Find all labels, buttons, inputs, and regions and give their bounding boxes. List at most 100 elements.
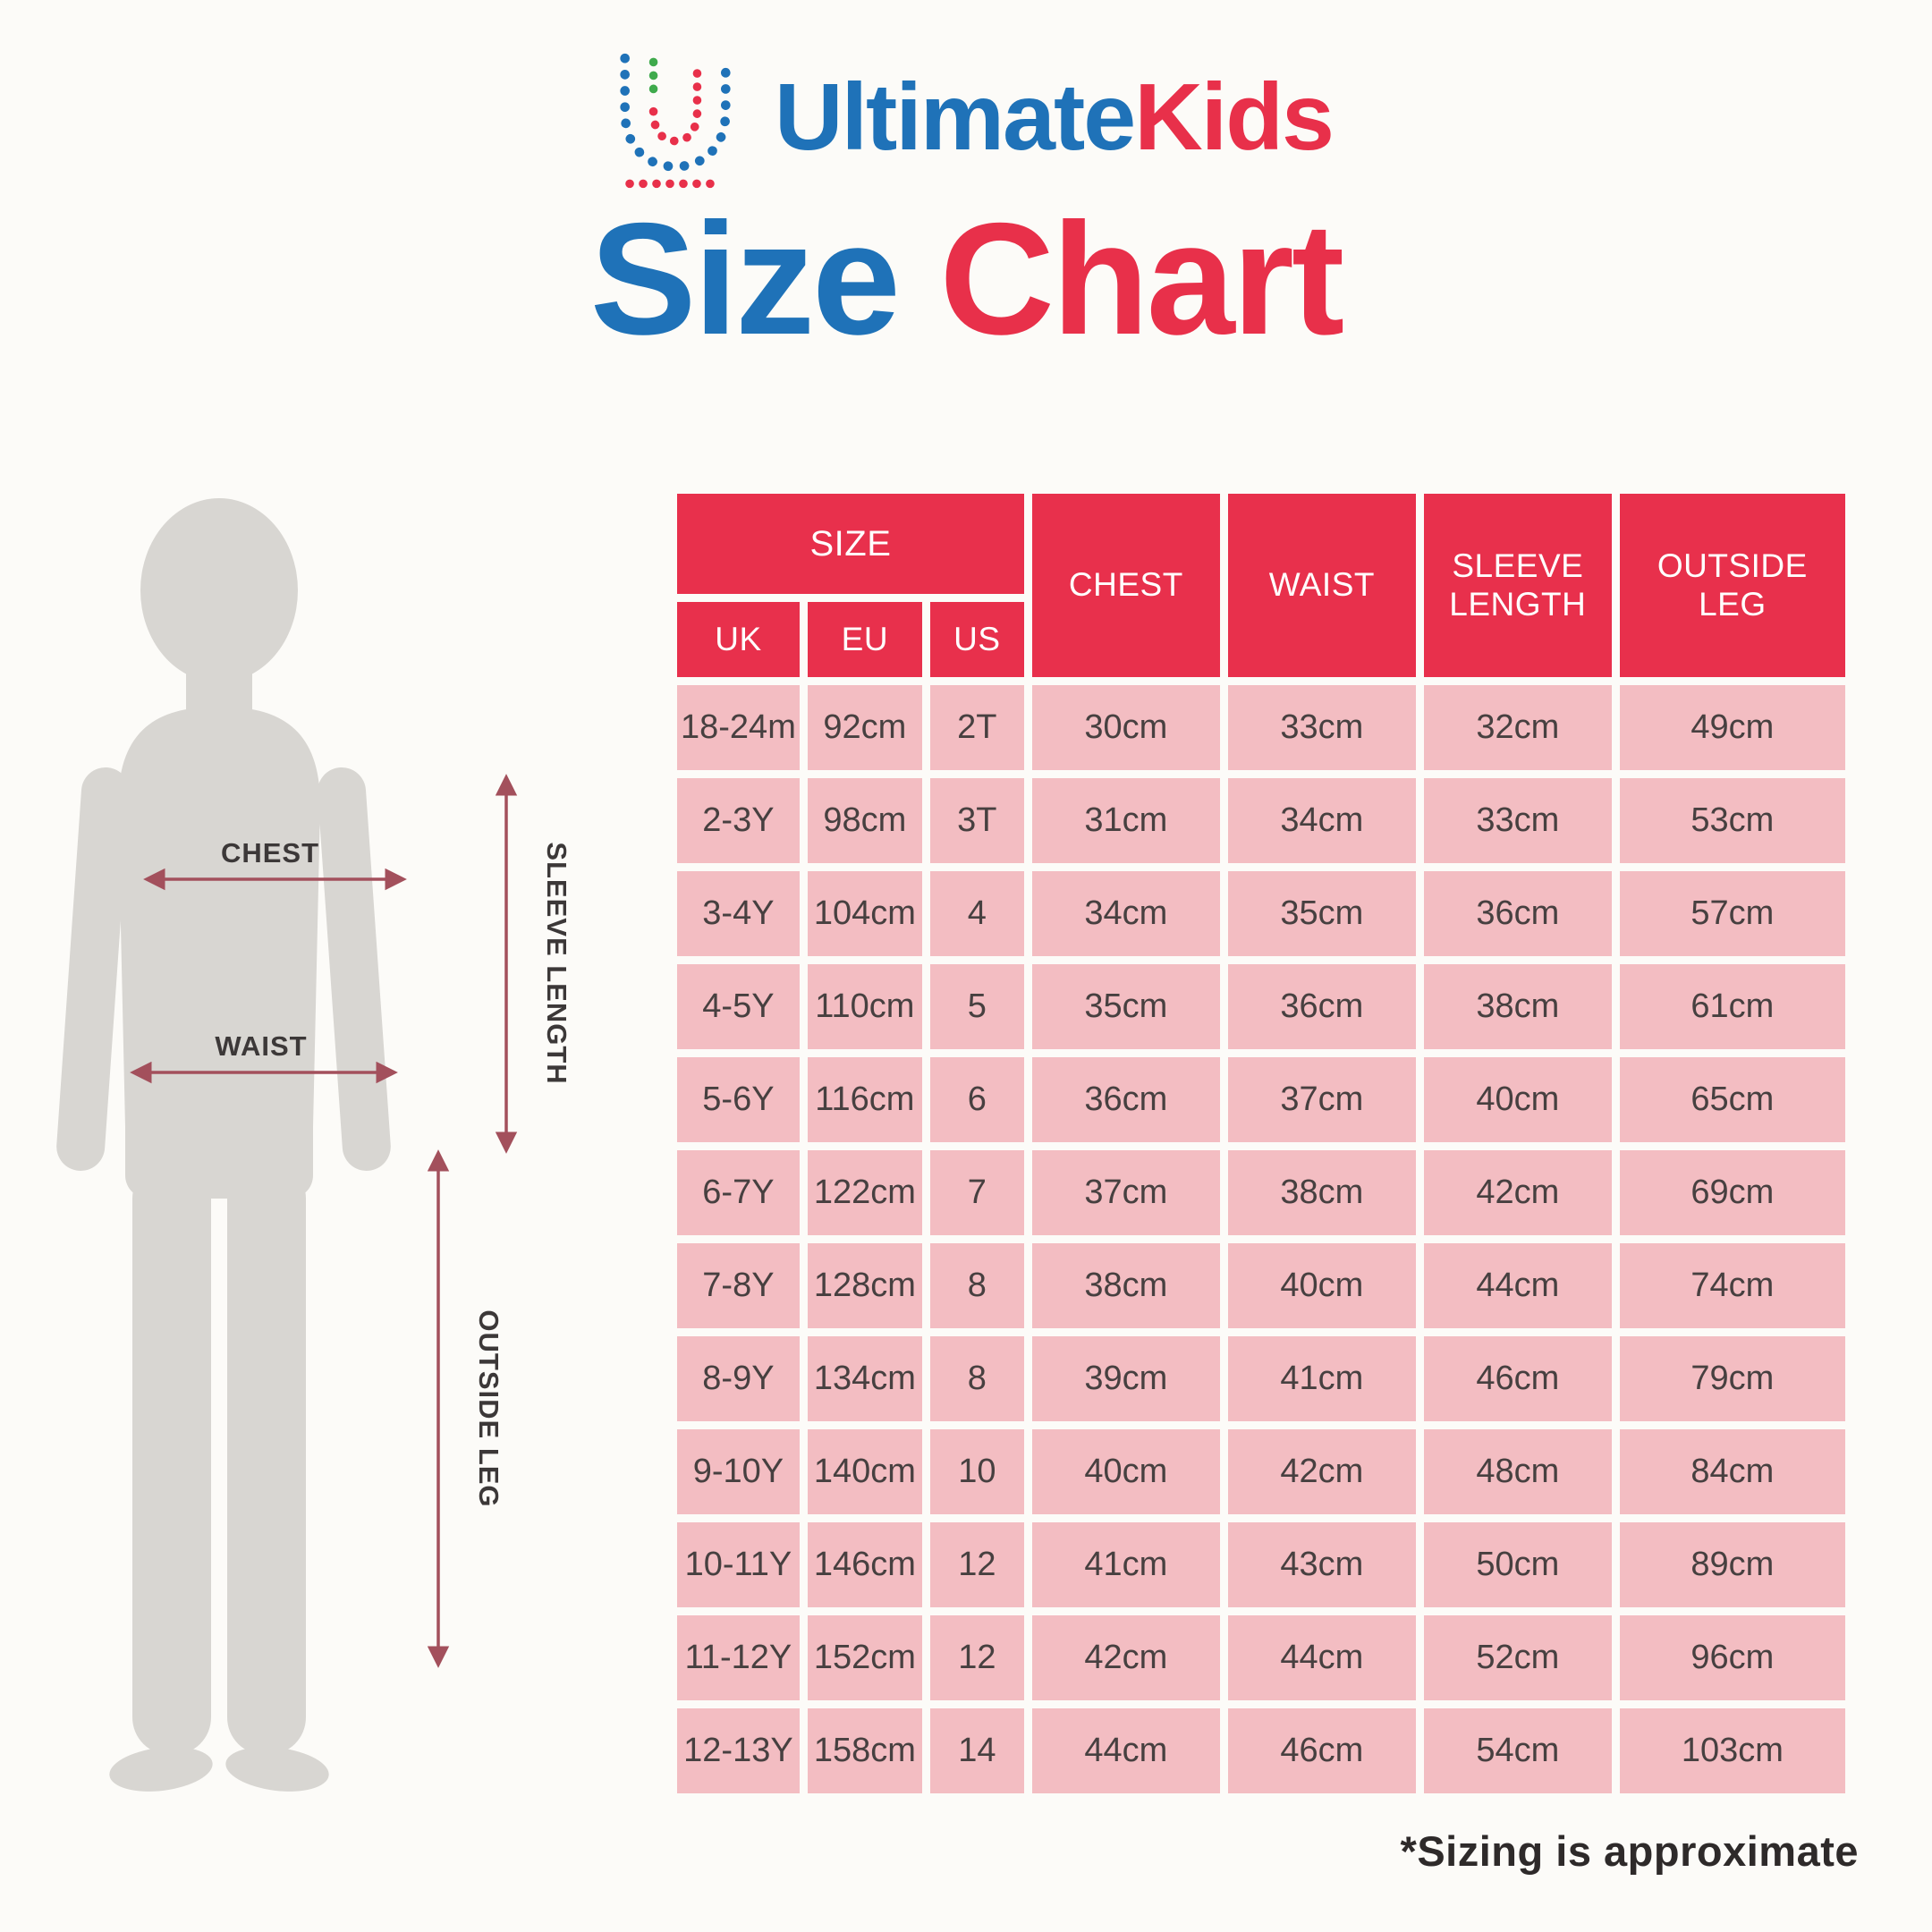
table-row: 9-10Y 140cm 10 40cm 42cm 48cm 84cm xyxy=(677,1429,1845,1514)
table-cell: 65cm xyxy=(1619,1057,1845,1142)
table-cell: 6-7Y xyxy=(677,1150,800,1235)
table-cell: 38cm xyxy=(1031,1243,1220,1328)
table-cell: 14 xyxy=(929,1708,1024,1793)
page-title: Size Chart xyxy=(0,175,1932,382)
brand-name: UltimateKids xyxy=(775,70,1335,165)
table-cell: 5-6Y xyxy=(677,1057,800,1142)
table-cell: 37cm xyxy=(1227,1057,1416,1142)
brand-name-kids: Kids xyxy=(1134,64,1335,170)
table-cell: 3-4Y xyxy=(677,871,800,956)
table-cell: 8 xyxy=(929,1243,1024,1328)
header-eu: EU xyxy=(807,602,922,677)
table-cell: 38cm xyxy=(1423,964,1612,1049)
table-cell: 44cm xyxy=(1227,1615,1416,1700)
header-chest: CHEST xyxy=(1031,494,1220,677)
measurement-figure: CHEST WAIST SLEEVE LENGTH OUTSIDE LEG xyxy=(36,483,680,1834)
table-cell: 33cm xyxy=(1423,778,1612,863)
header-us: US xyxy=(929,602,1024,677)
size-table-header: SIZE CHEST WAIST SLEEVE LENGTH OUTSIDE L… xyxy=(677,494,1845,677)
header-outside-leg: OUTSIDE LEG xyxy=(1619,494,1845,677)
table-cell: 10-11Y xyxy=(677,1522,800,1607)
sleeve-length-label: SLEEVE LENGTH xyxy=(541,842,572,1084)
table-cell: 39cm xyxy=(1031,1336,1220,1421)
table-cell: 2-3Y xyxy=(677,778,800,863)
table-row: 7-8Y 128cm 8 38cm 40cm 44cm 74cm xyxy=(677,1243,1845,1328)
table-cell: 11-12Y xyxy=(677,1615,800,1700)
table-cell: 122cm xyxy=(807,1150,922,1235)
table-row: 4-5Y 110cm 5 35cm 36cm 38cm 61cm xyxy=(677,964,1845,1049)
table-cell: 104cm xyxy=(807,871,922,956)
table-cell: 152cm xyxy=(807,1615,922,1700)
table-cell: 98cm xyxy=(807,778,922,863)
table-cell: 10 xyxy=(929,1429,1024,1514)
waist-label: WAIST xyxy=(215,1030,307,1062)
table-cell: 42cm xyxy=(1227,1429,1416,1514)
table-cell: 79cm xyxy=(1619,1336,1845,1421)
table-cell: 44cm xyxy=(1423,1243,1612,1328)
table-cell: 40cm xyxy=(1423,1057,1612,1142)
table-cell: 37cm xyxy=(1031,1150,1220,1235)
table-cell: 38cm xyxy=(1227,1150,1416,1235)
table-cell: 92cm xyxy=(807,685,922,770)
table-cell: 7 xyxy=(929,1150,1024,1235)
table-cell: 42cm xyxy=(1423,1150,1612,1235)
table-row: 11-12Y 152cm 12 42cm 44cm 52cm 96cm xyxy=(677,1615,1845,1700)
table-cell: 4-5Y xyxy=(677,964,800,1049)
table-cell: 36cm xyxy=(1227,964,1416,1049)
table-cell: 34cm xyxy=(1031,871,1220,956)
table-cell: 8 xyxy=(929,1336,1024,1421)
table-cell: 96cm xyxy=(1619,1615,1845,1700)
table-cell: 44cm xyxy=(1031,1708,1220,1793)
outside-leg-label: OUTSIDE LEG xyxy=(473,1309,504,1507)
table-cell: 134cm xyxy=(807,1336,922,1421)
table-cell: 41cm xyxy=(1227,1336,1416,1421)
table-row: 8-9Y 134cm 8 39cm 41cm 46cm 79cm xyxy=(677,1336,1845,1421)
table-cell: 12 xyxy=(929,1615,1024,1700)
table-cell: 12-13Y xyxy=(677,1708,800,1793)
table-cell: 158cm xyxy=(807,1708,922,1793)
table-cell: 110cm xyxy=(807,964,922,1049)
table-cell: 53cm xyxy=(1619,778,1845,863)
size-chart-table: SIZE CHEST WAIST SLEEVE LENGTH OUTSIDE L… xyxy=(669,486,1853,1801)
header-row-regions: UK EU US xyxy=(677,602,1845,677)
table-cell: 57cm xyxy=(1619,871,1845,956)
title-chart: Chart xyxy=(939,190,1344,368)
table-cell: 50cm xyxy=(1423,1522,1612,1607)
table-cell: 36cm xyxy=(1031,1057,1220,1142)
table-cell: 49cm xyxy=(1619,685,1845,770)
brand-name-ultimate: Ultimate xyxy=(775,64,1136,170)
table-row: 3-4Y 104cm 4 34cm 35cm 36cm 57cm xyxy=(677,871,1845,956)
table-cell: 32cm xyxy=(1423,685,1612,770)
table-cell: 35cm xyxy=(1227,871,1416,956)
table-cell: 140cm xyxy=(807,1429,922,1514)
table-cell: 42cm xyxy=(1031,1615,1220,1700)
table-cell: 9-10Y xyxy=(677,1429,800,1514)
table-cell: 8-9Y xyxy=(677,1336,800,1421)
table-cell: 128cm xyxy=(807,1243,922,1328)
table-cell: 48cm xyxy=(1423,1429,1612,1514)
table-cell: 69cm xyxy=(1619,1150,1845,1235)
table-cell: 5 xyxy=(929,964,1024,1049)
brand-u-dots-icon xyxy=(620,53,731,189)
table-cell: 43cm xyxy=(1227,1522,1416,1607)
table-cell: 61cm xyxy=(1619,964,1845,1049)
table-cell: 12 xyxy=(929,1522,1024,1607)
table-row: 6-7Y 122cm 7 37cm 38cm 42cm 69cm xyxy=(677,1150,1845,1235)
table-cell: 4 xyxy=(929,871,1024,956)
table-cell: 40cm xyxy=(1031,1429,1220,1514)
table-cell: 34cm xyxy=(1227,778,1416,863)
table-cell: 2T xyxy=(929,685,1024,770)
table-cell: 40cm xyxy=(1227,1243,1416,1328)
table-cell: 103cm xyxy=(1619,1708,1845,1793)
header-waist: WAIST xyxy=(1227,494,1416,677)
table-cell: 31cm xyxy=(1031,778,1220,863)
chest-label: CHEST xyxy=(221,837,319,869)
table-cell: 46cm xyxy=(1423,1336,1612,1421)
table-cell: 146cm xyxy=(807,1522,922,1607)
table-row: 12-13Y 158cm 14 44cm 46cm 54cm 103cm xyxy=(677,1708,1845,1793)
table-row: 2-3Y 98cm 3T 31cm 34cm 33cm 53cm xyxy=(677,778,1845,863)
table-cell: 74cm xyxy=(1619,1243,1845,1328)
table-row: 5-6Y 116cm 6 36cm 37cm 40cm 65cm xyxy=(677,1057,1845,1142)
table-row: 18-24m 92cm 2T 30cm 33cm 32cm 49cm xyxy=(677,685,1845,770)
